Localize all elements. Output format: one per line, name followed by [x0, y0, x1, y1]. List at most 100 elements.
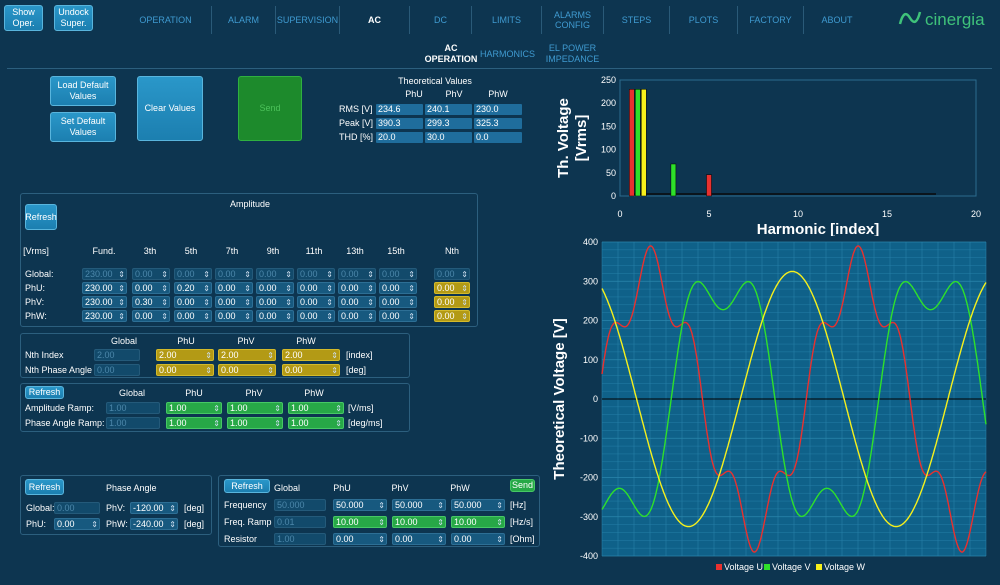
freq-field[interactable]: 50.000 — [392, 499, 446, 511]
amp-nth-field[interactable]: 0.00 — [434, 282, 470, 294]
amp-field[interactable]: 0.00 — [338, 310, 376, 322]
amp-field[interactable]: 0.30 — [132, 296, 170, 308]
nth-field[interactable]: 0.00 — [282, 364, 340, 376]
nth-global-field[interactable]: 2.00 — [94, 349, 140, 361]
ramp-global-field[interactable]: 1.00 — [106, 417, 160, 429]
amp-field[interactable]: 0.00 — [256, 282, 294, 294]
amp-field[interactable]: 0.00 — [297, 310, 335, 322]
ramp-row-label: Amplitude Ramp: — [25, 403, 95, 413]
amp-field[interactable]: 0.00 — [379, 310, 417, 322]
ramp-field[interactable]: 1.00 — [227, 402, 283, 414]
amp-field[interactable]: 0.00 — [256, 296, 294, 308]
clear-values-button[interactable]: Clear Values — [137, 76, 203, 141]
amp-field[interactable]: 0.00 — [297, 296, 335, 308]
nth-field[interactable]: 0.00 — [156, 364, 214, 376]
freq-field[interactable]: 0.00 — [392, 533, 446, 545]
amp-field[interactable]: 0.00 — [215, 282, 253, 294]
phase-angle-refresh-button[interactable]: Refresh — [25, 479, 64, 495]
amp-nth-field[interactable]: 0.00 — [434, 268, 470, 280]
load-default-values-button[interactable]: Load Default Values — [50, 76, 116, 106]
amplitude-refresh-button[interactable]: Refresh — [25, 204, 57, 230]
freq-field[interactable]: 10.00 — [333, 516, 387, 528]
ramp-field[interactable]: 1.00 — [288, 402, 344, 414]
amp-field[interactable]: 0.00 — [215, 268, 253, 280]
show-oper-button[interactable]: Show Oper. — [4, 5, 43, 31]
ramp-field[interactable]: 1.00 — [166, 417, 222, 429]
nth-field[interactable]: 0.00 — [218, 364, 276, 376]
tab-supervision[interactable]: SUPERVISION — [276, 6, 340, 34]
wave-ytick-label: 400 — [583, 238, 598, 247]
subtab-ac-operation[interactable]: AC OPERATION — [424, 43, 478, 64]
nth-field[interactable]: 2.00 — [156, 349, 214, 361]
tab-dc[interactable]: DC — [410, 6, 472, 34]
tab-alarms-config[interactable]: ALARMS CONFIG — [542, 6, 604, 34]
tab-steps[interactable]: STEPS — [604, 6, 670, 34]
amp-field[interactable]: 230.00 — [82, 310, 127, 322]
freq-row-label: Frequency — [224, 500, 267, 510]
tab-limits[interactable]: LIMITS — [472, 6, 542, 34]
amp-nth-field[interactable]: 0.00 — [434, 310, 470, 322]
subtab-harmonics[interactable]: HARMONICS — [480, 49, 536, 59]
phase-phu-field[interactable]: 0.00 — [54, 518, 100, 530]
frequency-refresh-button[interactable]: Refresh — [224, 479, 270, 493]
amp-field[interactable]: 230.00 — [82, 268, 127, 280]
amp-nth-field[interactable]: 0.00 — [434, 296, 470, 308]
send-button[interactable]: Send — [238, 76, 302, 141]
freq-field[interactable]: 50.000 — [333, 499, 387, 511]
freq-field[interactable]: 50.000 — [451, 499, 505, 511]
freq-global-field[interactable]: 50.000 — [274, 499, 326, 511]
ramp-global-field[interactable]: 1.00 — [106, 402, 160, 414]
nth-global-field[interactable]: 0.00 — [94, 364, 140, 376]
freq-global-field[interactable]: 0.01 — [274, 516, 326, 528]
freq-field[interactable]: 10.00 — [392, 516, 446, 528]
amp-field[interactable]: 0.00 — [379, 268, 417, 280]
amp-field[interactable]: 0.00 — [174, 268, 212, 280]
undock-super-button[interactable]: Undock Super. — [54, 5, 93, 31]
ramp-field[interactable]: 1.00 — [288, 417, 344, 429]
freq-field[interactable]: 10.00 — [451, 516, 505, 528]
theo-row-label: THD [%] — [339, 132, 374, 142]
frequency-send-button[interactable]: Send — [510, 479, 535, 492]
set-default-values-button[interactable]: Set Default Values — [50, 112, 116, 142]
phase-phw-field[interactable]: -240.00 — [130, 518, 178, 530]
tab-alarm[interactable]: ALARM — [212, 6, 276, 34]
freq-row-label: Freq. Ramp — [224, 517, 272, 527]
tab-about[interactable]: ABOUT — [821, 15, 853, 25]
amp-field[interactable]: 0.00 — [338, 268, 376, 280]
amp-field[interactable]: 230.00 — [82, 296, 127, 308]
tab-ac[interactable]: AC — [340, 6, 410, 34]
amp-field[interactable]: 0.00 — [215, 310, 253, 322]
amp-field[interactable]: 0.00 — [379, 282, 417, 294]
amp-field[interactable]: 0.00 — [174, 310, 212, 322]
amp-field[interactable]: 0.00 — [379, 296, 417, 308]
tab-operation[interactable]: OPERATION — [120, 6, 212, 34]
theo-value: 0.0 — [474, 132, 522, 143]
amp-field[interactable]: 0.00 — [338, 296, 376, 308]
tab-plots[interactable]: PLOTS — [670, 6, 738, 34]
tab-factory[interactable]: FACTORY — [738, 6, 804, 34]
amp-field[interactable]: 230.00 — [82, 282, 127, 294]
freq-global-field[interactable]: 1.00 — [274, 533, 326, 545]
amp-field[interactable]: 0.20 — [174, 282, 212, 294]
amp-field[interactable]: 0.00 — [338, 282, 376, 294]
nth-field[interactable]: 2.00 — [218, 349, 276, 361]
ramp-refresh-button[interactable]: Refresh — [25, 386, 64, 399]
amp-field[interactable]: 0.00 — [132, 310, 170, 322]
ramp-field[interactable]: 1.00 — [227, 417, 283, 429]
phase-phv-field[interactable]: -120.00 — [130, 502, 178, 514]
amp-field[interactable]: 0.00 — [297, 268, 335, 280]
ramp-field[interactable]: 1.00 — [166, 402, 222, 414]
phase-global-field[interactable]: 0.00 — [54, 502, 100, 514]
amp-field[interactable]: 0.00 — [132, 268, 170, 280]
amp-field[interactable]: 0.00 — [174, 296, 212, 308]
nth-field[interactable]: 2.00 — [282, 349, 340, 361]
amp-field[interactable]: 0.00 — [297, 282, 335, 294]
freq-field[interactable]: 0.00 — [451, 533, 505, 545]
amp-field[interactable]: 0.00 — [132, 282, 170, 294]
freq-field[interactable]: 0.00 — [333, 533, 387, 545]
subtab-el-power-impedance[interactable]: EL POWER IMPEDANCE — [545, 43, 600, 64]
amp-field[interactable]: 0.00 — [256, 310, 294, 322]
amp-field[interactable]: 0.00 — [256, 268, 294, 280]
ramp-col-0: Global — [118, 388, 145, 398]
amp-field[interactable]: 0.00 — [215, 296, 253, 308]
